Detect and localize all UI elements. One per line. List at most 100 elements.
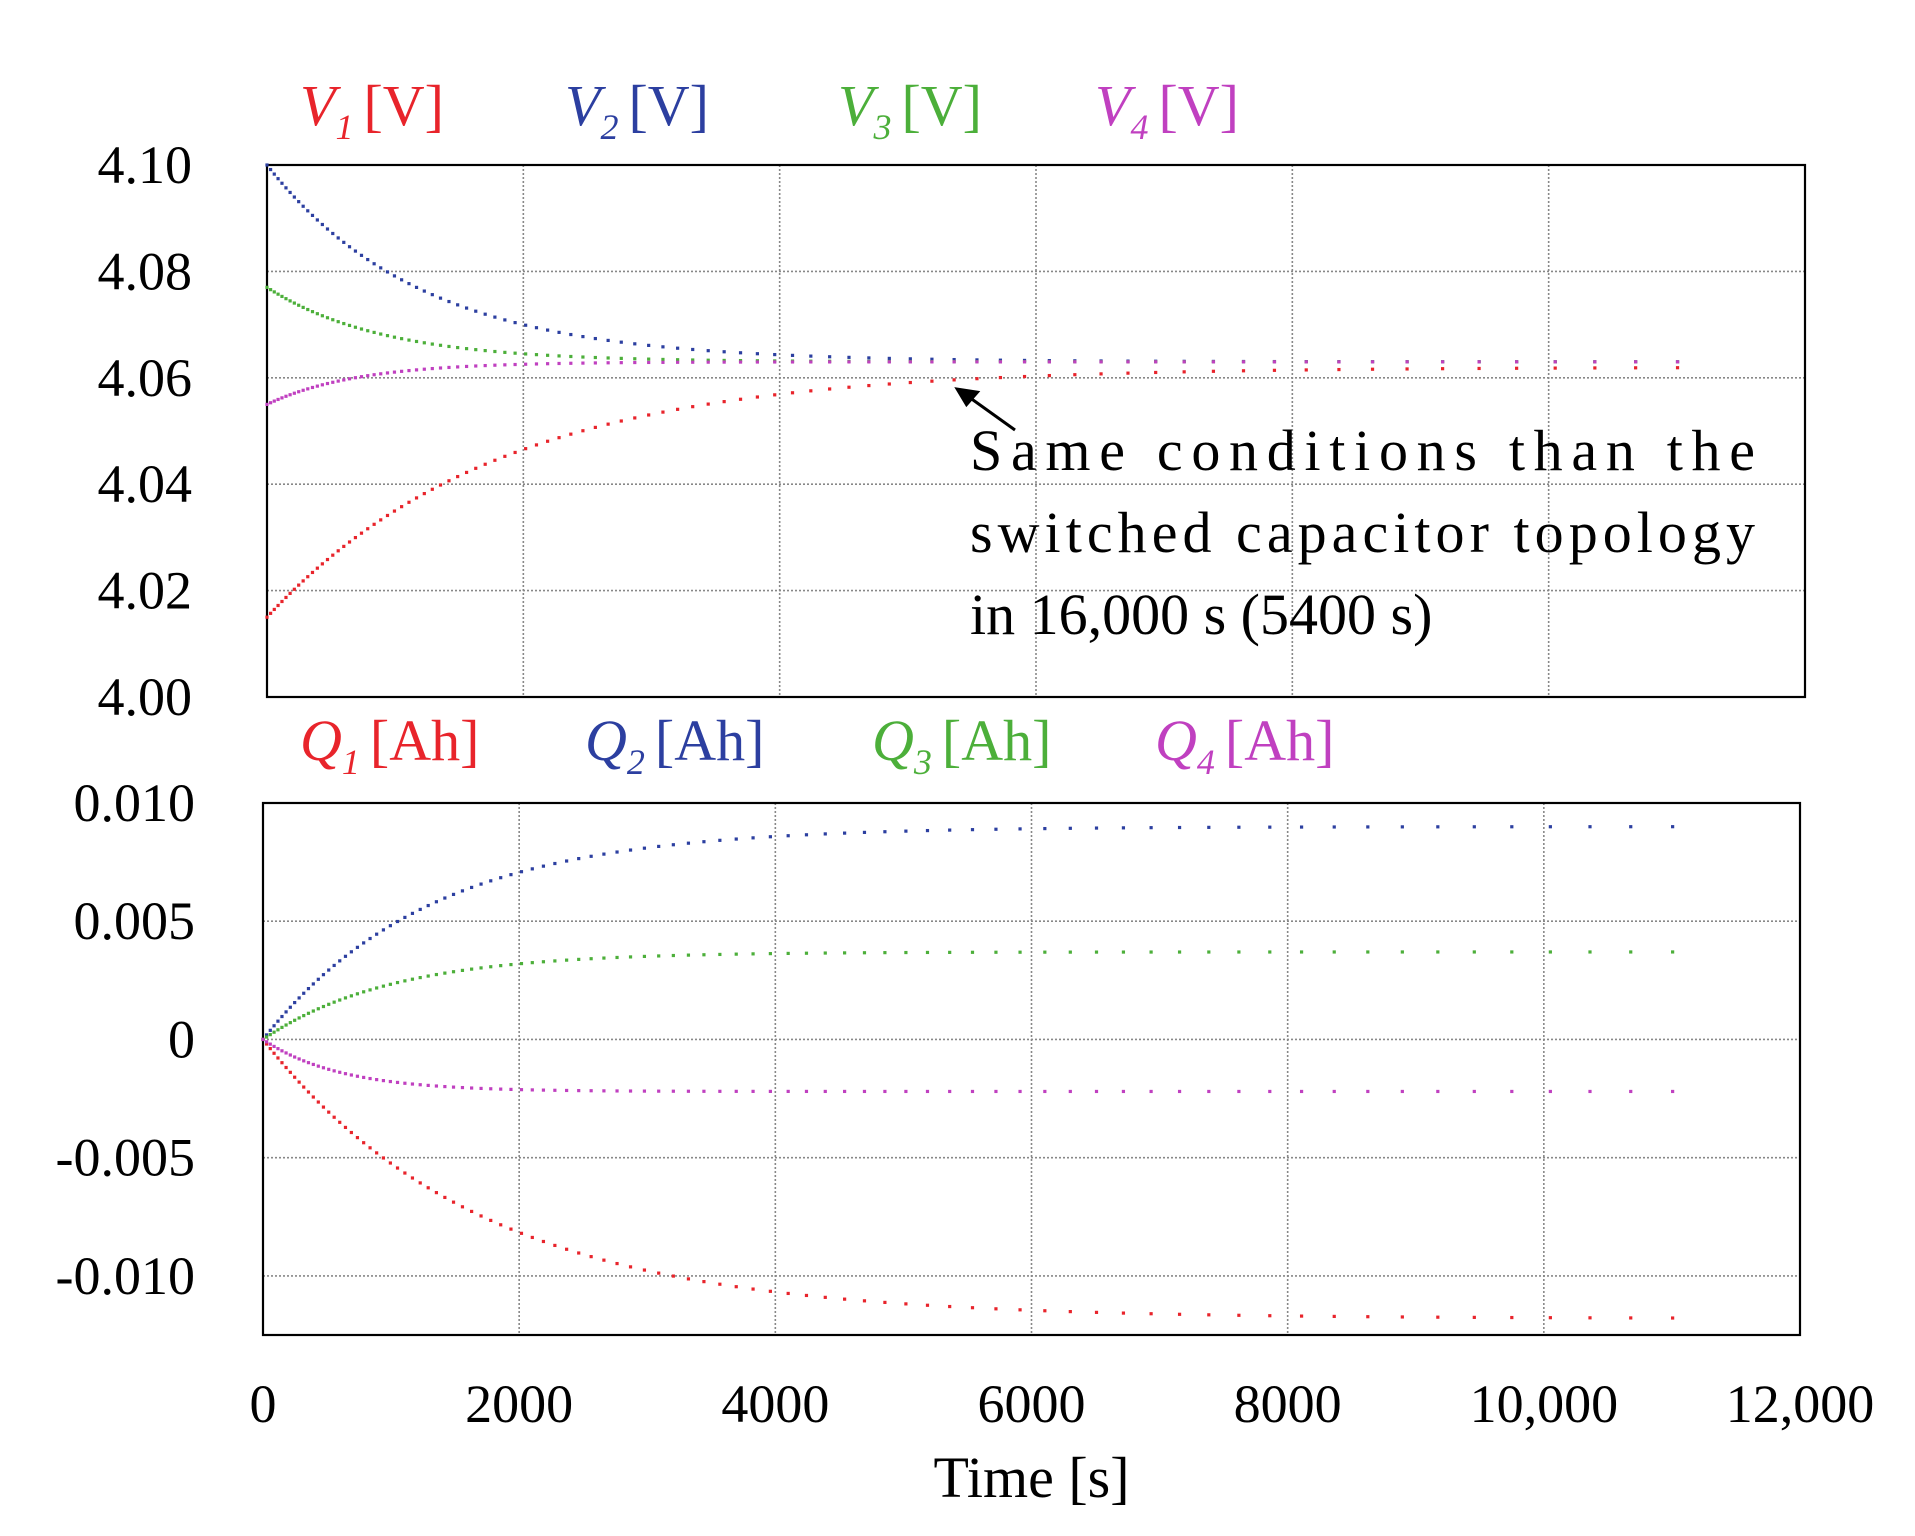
data-point bbox=[426, 903, 430, 908]
data-point bbox=[288, 591, 292, 595]
data-point bbox=[1207, 950, 1211, 954]
data-point bbox=[310, 310, 315, 314]
data-point bbox=[392, 509, 397, 513]
data-point bbox=[1094, 950, 1099, 954]
data-point bbox=[418, 975, 422, 980]
data-point bbox=[691, 347, 695, 352]
data-point bbox=[359, 327, 364, 331]
data-point bbox=[1126, 360, 1130, 364]
data-point bbox=[1207, 1313, 1211, 1317]
data-point bbox=[493, 458, 497, 462]
data-point bbox=[1268, 825, 1272, 829]
data-point bbox=[410, 1176, 415, 1180]
data-point bbox=[509, 962, 513, 967]
data-point bbox=[790, 353, 795, 357]
data-point bbox=[589, 1089, 593, 1093]
data-point bbox=[581, 335, 585, 339]
data-point bbox=[479, 966, 483, 970]
legend-subscript: 2 bbox=[600, 107, 618, 147]
data-point bbox=[331, 318, 335, 322]
data-point bbox=[276, 177, 280, 181]
data-point bbox=[1268, 950, 1272, 954]
data-point bbox=[426, 1083, 430, 1088]
data-point bbox=[331, 231, 335, 236]
data-point bbox=[738, 360, 743, 364]
ytick-label: 0.005 bbox=[74, 891, 196, 951]
data-point bbox=[1593, 360, 1597, 364]
data-point bbox=[400, 337, 404, 341]
data-point bbox=[722, 360, 726, 364]
legend-unit: [Ah] bbox=[1225, 708, 1335, 773]
series-q2 bbox=[261, 825, 1675, 1042]
data-point bbox=[534, 326, 539, 330]
data-point bbox=[593, 336, 597, 341]
data-point bbox=[292, 195, 296, 199]
data-point bbox=[1366, 1315, 1370, 1319]
data-point bbox=[904, 1089, 908, 1094]
data-point bbox=[755, 395, 759, 399]
data-point bbox=[661, 410, 665, 414]
data-point bbox=[1332, 1089, 1336, 1094]
data-point bbox=[1237, 825, 1241, 829]
data-point bbox=[306, 1011, 311, 1015]
data-point bbox=[534, 443, 539, 447]
data-point bbox=[280, 1014, 284, 1019]
data-point bbox=[407, 368, 411, 373]
data-point bbox=[1588, 1316, 1592, 1320]
data-point bbox=[359, 531, 364, 535]
data-point bbox=[276, 292, 280, 296]
data-point bbox=[706, 402, 710, 406]
data-point bbox=[306, 986, 311, 991]
data-point bbox=[430, 293, 434, 297]
data-point bbox=[577, 856, 581, 861]
data-point bbox=[306, 307, 310, 312]
data-point bbox=[565, 1247, 569, 1251]
data-point bbox=[1400, 950, 1404, 954]
data-point bbox=[400, 505, 404, 509]
data-point bbox=[460, 968, 465, 972]
data-point bbox=[1237, 1089, 1241, 1094]
data-point bbox=[503, 350, 507, 354]
data-point bbox=[265, 402, 269, 406]
data-point bbox=[647, 343, 651, 347]
annotation-line: Same conditions than the bbox=[970, 418, 1755, 483]
data-point bbox=[509, 1087, 513, 1091]
data-point bbox=[773, 352, 777, 357]
data-point bbox=[657, 844, 661, 849]
data-point bbox=[867, 360, 871, 364]
data-point bbox=[773, 393, 777, 397]
data-point bbox=[553, 959, 557, 963]
data-point bbox=[1588, 825, 1592, 829]
data-point bbox=[434, 1191, 439, 1195]
xtick-label: 8000 bbox=[1234, 1374, 1342, 1434]
data-point bbox=[577, 957, 581, 961]
data-point bbox=[1154, 370, 1158, 375]
data-point bbox=[1299, 825, 1304, 829]
data-point bbox=[883, 830, 887, 834]
data-point bbox=[336, 320, 340, 324]
data-point bbox=[904, 950, 908, 955]
data-point bbox=[1182, 360, 1186, 364]
data-point bbox=[1073, 360, 1077, 364]
data-point bbox=[867, 356, 871, 360]
data-point bbox=[272, 607, 276, 612]
data-point bbox=[265, 285, 269, 289]
data-point bbox=[284, 1023, 288, 1027]
data-point bbox=[418, 907, 422, 912]
data-point bbox=[1405, 367, 1409, 371]
data-point bbox=[706, 349, 710, 353]
data-point bbox=[332, 1115, 336, 1119]
data-point bbox=[1211, 360, 1216, 364]
data-point bbox=[372, 373, 376, 377]
data-point bbox=[489, 1218, 493, 1223]
data-point bbox=[1515, 360, 1519, 364]
data-point bbox=[606, 338, 610, 343]
data-point bbox=[1405, 360, 1409, 364]
data-point bbox=[1548, 825, 1552, 829]
data-point bbox=[316, 1064, 320, 1068]
data-point bbox=[553, 861, 557, 866]
data-point bbox=[493, 363, 497, 367]
data-point bbox=[519, 870, 524, 874]
data-point bbox=[809, 360, 813, 364]
data-point bbox=[1237, 950, 1241, 954]
